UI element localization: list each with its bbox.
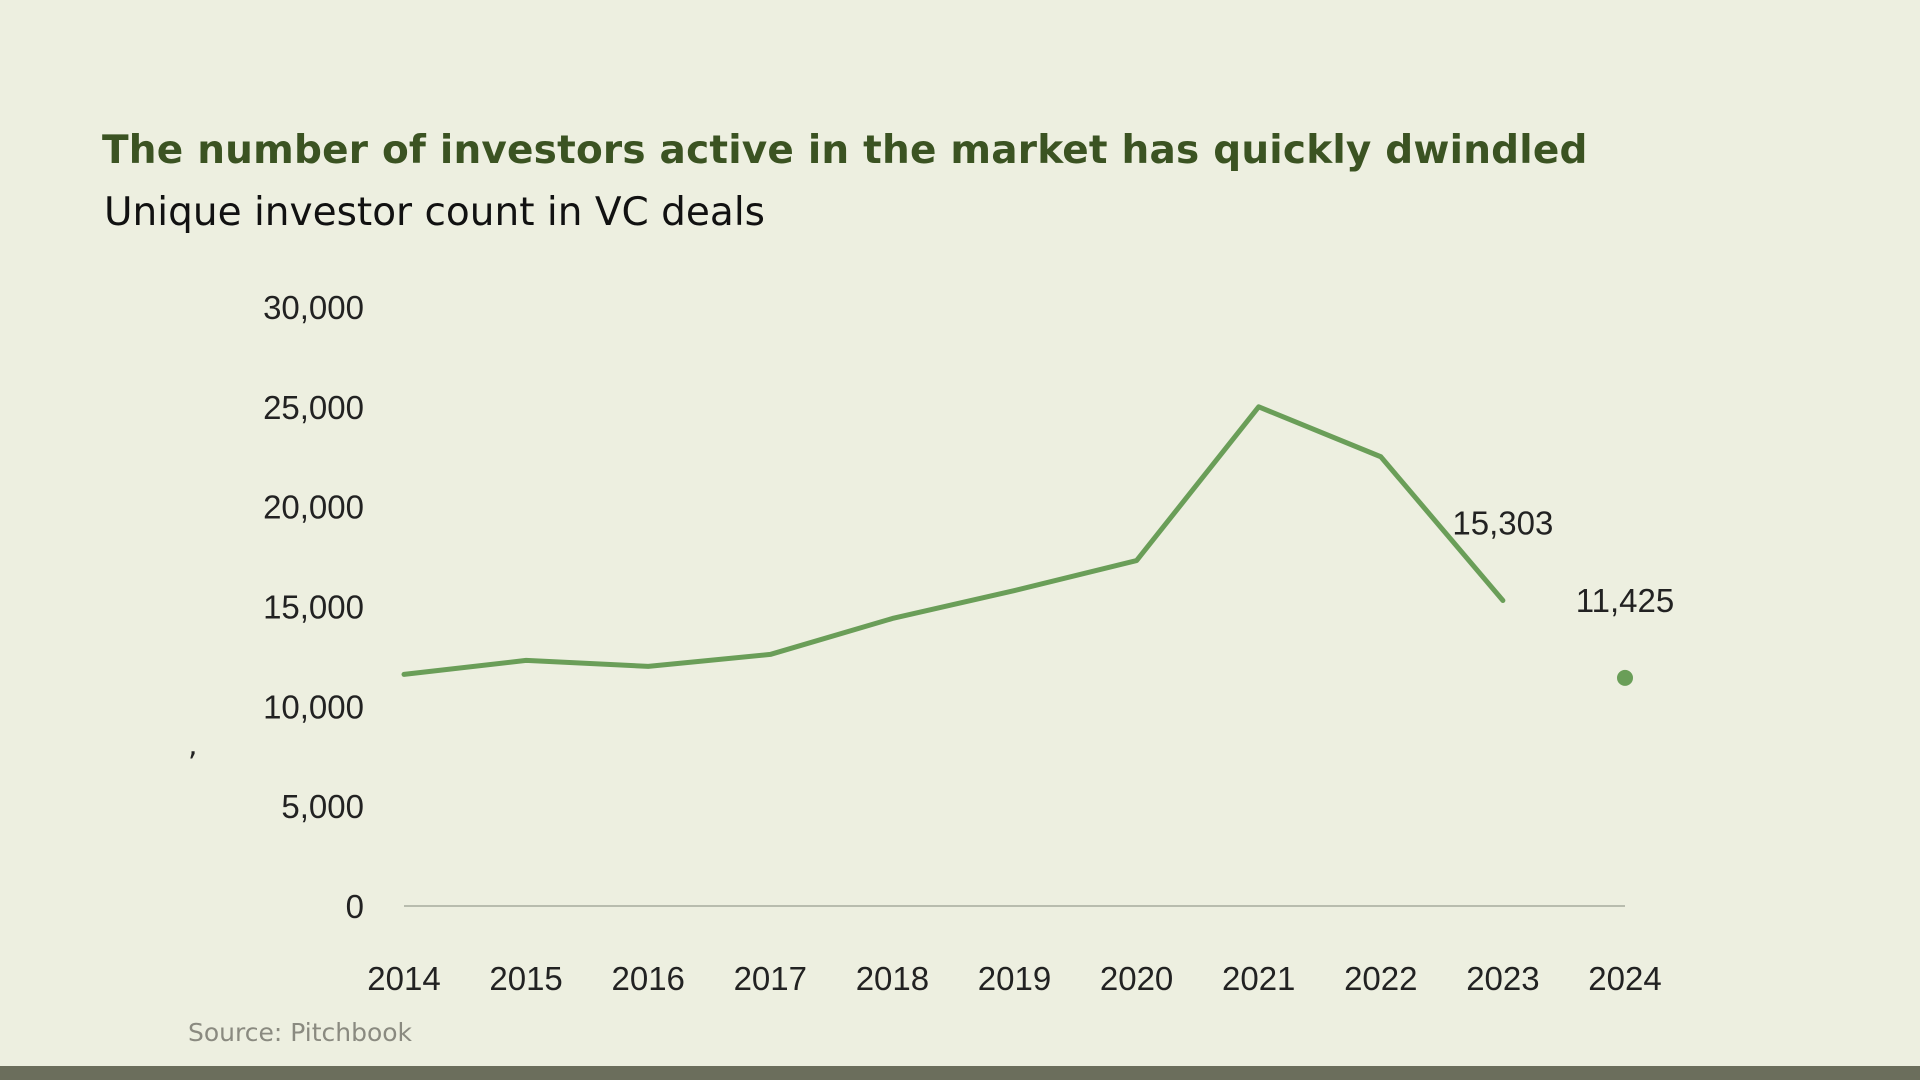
y-tick-label: 15,000 bbox=[263, 589, 364, 626]
x-axis-ticks: 2014 2015 2016 2017 2018 2019 2020 2021 2022 2023… bbox=[367, 960, 1661, 997]
x-tick-label: 2023 bbox=[1466, 960, 1539, 997]
y-tick-label: 20,000 bbox=[263, 489, 364, 526]
source-note: Source: Pitchbook bbox=[188, 1018, 413, 1047]
stray-comma-mark: , bbox=[188, 728, 198, 763]
x-tick-label: 2017 bbox=[734, 960, 807, 997]
data-label: 15,303 bbox=[1452, 504, 1553, 541]
x-tick-label: 2018 bbox=[856, 960, 929, 997]
x-tick-label: 2016 bbox=[611, 960, 684, 997]
data-label: 11,425 bbox=[1576, 582, 1674, 619]
y-tick-label: 10,000 bbox=[263, 688, 364, 725]
x-tick-label: 2019 bbox=[978, 960, 1051, 997]
series-points bbox=[1617, 669, 1633, 686]
series-line bbox=[401, 404, 1506, 677]
footer-bar bbox=[0, 1066, 1920, 1080]
x-tick-label: 2015 bbox=[489, 960, 562, 997]
y-tick-label: 25,000 bbox=[263, 389, 364, 426]
x-tick-label: 2022 bbox=[1344, 960, 1417, 997]
y-tick-label: 0 bbox=[346, 888, 364, 925]
x-tick-label: 2020 bbox=[1100, 960, 1173, 997]
data-point bbox=[1617, 669, 1633, 686]
y-tick-label: 5,000 bbox=[281, 788, 364, 825]
data-labels: 15,303 11,425 bbox=[1452, 504, 1674, 618]
chart-subtitle: Unique investor count in VC deals bbox=[104, 190, 765, 235]
x-tick-label: 2014 bbox=[367, 960, 440, 997]
x-tick-label: 2021 bbox=[1222, 960, 1295, 997]
y-axis-ticks: 0 5,000 10,000 15,000 20,000 25,000 30,000 bbox=[263, 289, 364, 925]
chart-title: The number of investors active in the ma… bbox=[102, 128, 1588, 173]
y-tick-label: 30,000 bbox=[263, 289, 364, 326]
x-tick-label: 2024 bbox=[1588, 960, 1661, 997]
series-lines bbox=[401, 404, 1506, 677]
